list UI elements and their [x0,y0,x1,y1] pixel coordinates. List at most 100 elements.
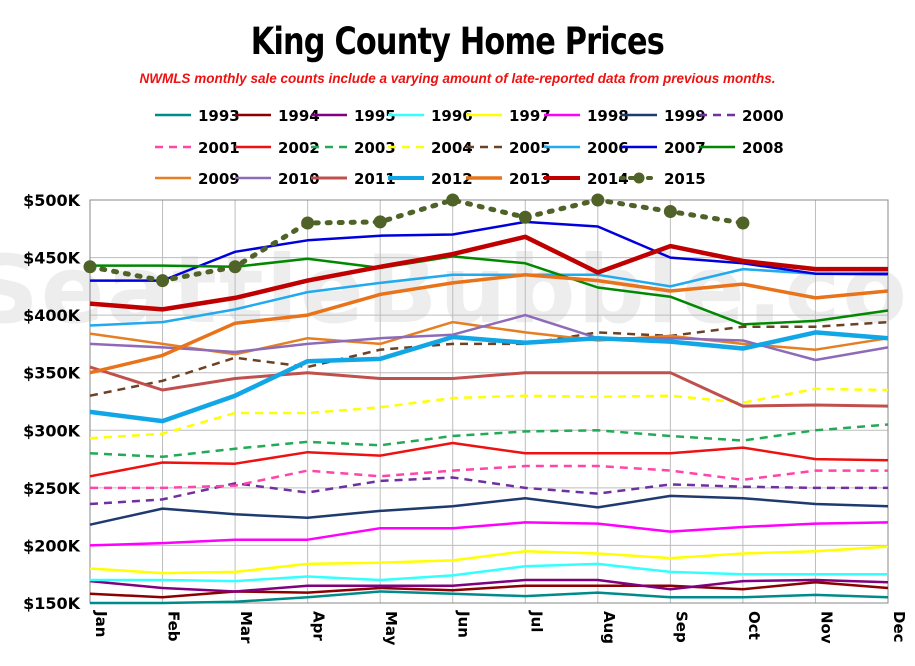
x-axis-ticks: Jan Feb Mar Apr May Jun Jul Aug Sep Oct Nov Dec [92,610,908,646]
x-tick-label: Jan [92,610,110,637]
legend-label: 2014 [587,170,629,188]
legend-item-1995: 1995 [311,107,396,125]
legend: 1993 1994 1995 1996 1997 1998 1999 2000 2001 2002… [155,107,784,188]
y-tick-label: $300K [23,421,81,440]
legend-item-2004: 2004 [388,139,473,157]
series-line-1995 [89,578,889,593]
legend-item-2007: 2007 [621,139,706,157]
legend-item-2011: 2011 [311,170,396,188]
legend-item-1994: 1994 [235,107,320,125]
series-line-1994 [89,581,889,599]
legend-item-1999: 1999 [621,107,706,125]
series-line-1997 [89,545,889,575]
legend-label: 1996 [431,107,473,125]
series-line-2013 [89,273,889,375]
legend-item-2010: 2010 [235,170,320,188]
legend-marker [633,172,645,184]
series-line-2011 [89,365,889,408]
legend-label: 1995 [354,107,396,125]
legend-item-2002: 2002 [235,139,320,157]
legend-label: 2009 [198,170,240,188]
series-line-2010 [89,313,889,362]
series-line-1999 [89,494,889,526]
x-tick-label: Apr [310,611,328,641]
legend-item-2008: 2008 [699,139,784,157]
legend-item-1998: 1998 [544,107,629,125]
legend-label: 2006 [587,139,629,157]
legend-label: 2010 [278,170,320,188]
point-2015 [373,215,387,229]
legend-item-1993: 1993 [155,107,240,125]
x-tick-label: Mar [237,611,255,644]
x-tick-label: May [382,611,400,646]
point-2015 [591,193,605,207]
point-2015 [736,216,750,230]
legend-label: 2013 [509,170,551,188]
series-line-2012 [89,330,889,424]
point-2015 [663,205,677,219]
series-line-1998 [89,521,889,547]
y-axis-ticks: $150K $200K $250K $300K $350K $400K $450K $500K [23,191,81,613]
x-tick-label: Aug [600,611,618,644]
legend-label: 2015 [664,170,706,188]
chart-title: King County Home Prices [250,20,665,63]
legend-item-1997: 1997 [466,107,551,125]
series-line-2001 [90,464,888,490]
series-line-2003 [89,423,889,459]
plot-frame [89,199,889,604]
legend-item-2015: 2015 [619,170,706,188]
legend-label: 1999 [664,107,706,125]
series-lines [83,193,889,605]
y-tick-label: $200K [23,536,81,555]
series-line-2014 [89,234,888,312]
legend-label: 2005 [509,139,551,157]
legend-label: 1998 [587,107,629,125]
legend-label: 2000 [742,107,784,125]
chart-subtitle: NWMLS monthly sale counts include a vary… [139,71,776,86]
series-line-1993 [90,590,889,605]
y-tick-label: $150K [23,594,81,613]
point-2015 [83,260,97,274]
series-line-1996 [90,562,888,583]
x-tick-label: Sep [672,611,690,643]
legend-label: 2003 [354,139,396,157]
x-tick-label: Nov [817,611,835,644]
point-2015 [156,274,170,288]
legend-item-2001: 2001 [155,139,240,157]
series-line-2004 [89,387,889,440]
series-line-2007 [90,220,888,282]
x-tick-label: Jun [455,610,473,638]
point-2015 [446,193,460,207]
legend-item-2006: 2006 [544,139,629,157]
x-tick-label: Oct [745,611,763,640]
legend-label: 1994 [278,107,320,125]
legend-item-2009: 2009 [155,170,240,188]
legend-item-2003: 2003 [311,139,396,157]
legend-item-2000: 2000 [699,107,784,125]
legend-label: 1993 [198,107,240,125]
legend-label: 2002 [278,139,320,157]
series-line-2015 [87,197,746,284]
legend-label: 2012 [431,170,473,188]
x-tick-label: Feb [165,611,183,642]
point-2015 [518,210,532,224]
series-line-2008 [90,255,889,326]
series-line-2006 [89,267,889,327]
legend-label: 1997 [509,107,551,125]
point-2015 [228,260,242,274]
x-tick-label: Jul [527,610,545,632]
point-2015 [301,216,315,230]
legend-label: 2004 [431,139,473,157]
legend-item-1996: 1996 [388,107,473,125]
y-tick-label: $400K [23,306,81,325]
legend-item-2014: 2014 [544,170,629,188]
legend-label: 2007 [664,139,706,157]
y-tick-label: $350K [23,364,81,383]
legend-label: 2008 [742,139,784,157]
y-tick-label: $450K [23,249,81,268]
legend-item-2005: 2005 [466,139,551,157]
series-line-2005 [89,320,889,397]
legend-item-2013: 2013 [466,170,551,188]
y-tick-label: $250K [23,479,81,498]
